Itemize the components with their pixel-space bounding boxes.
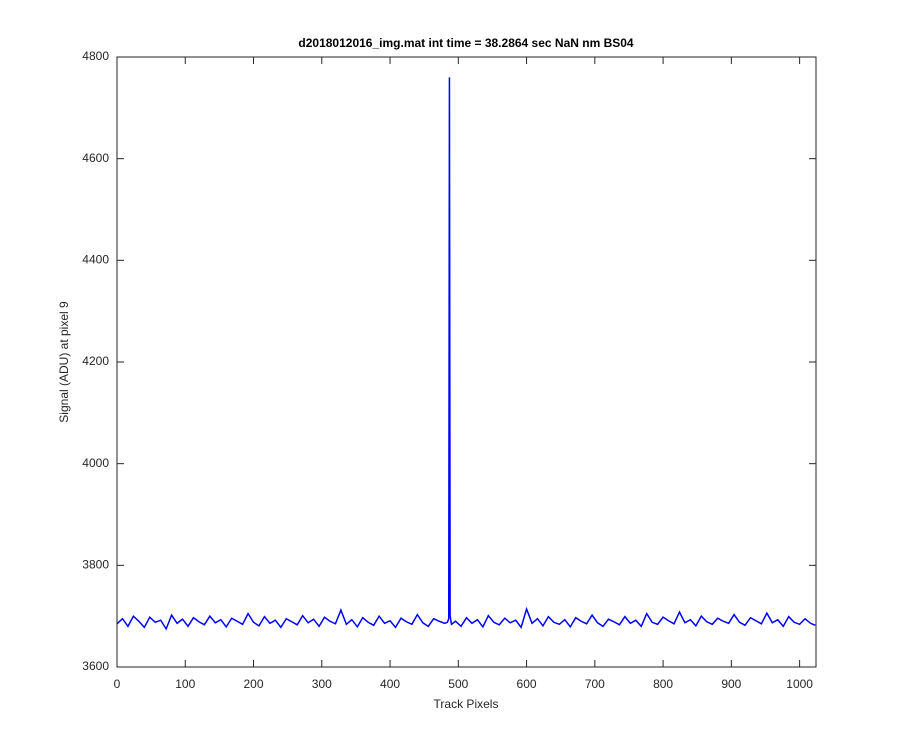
y-tick-label: 4200 [82, 354, 109, 368]
y-tick-label: 3600 [82, 659, 109, 673]
x-tick-label: 1000 [786, 677, 813, 691]
y-tick-label: 4000 [82, 456, 109, 470]
chart-title: d2018012016_img.mat int time = 38.2864 s… [298, 36, 634, 50]
axes-box [116, 56, 817, 668]
x-tick-label: 900 [721, 677, 741, 691]
x-tick-label: 600 [517, 677, 537, 691]
y-tick-label: 3800 [82, 558, 109, 572]
x-tick-label: 0 [114, 677, 121, 691]
x-tick-label: 500 [448, 677, 468, 691]
x-tick-label: 200 [244, 677, 264, 691]
x-axis-label: Track Pixels [434, 697, 499, 711]
data-line [116, 77, 816, 631]
y-tick-label: 4800 [82, 49, 109, 63]
y-tick-label: 4600 [82, 151, 109, 165]
x-tick-label: 300 [312, 677, 332, 691]
plot-area [117, 57, 816, 667]
x-tick-label: 700 [585, 677, 605, 691]
x-tick-label: 100 [175, 677, 195, 691]
x-tick-label: 400 [380, 677, 400, 691]
x-tick-label: 800 [653, 677, 673, 691]
y-tick-label: 4400 [82, 253, 109, 267]
y-axis-label: Signal (ADU) at pixel 9 [57, 301, 71, 423]
